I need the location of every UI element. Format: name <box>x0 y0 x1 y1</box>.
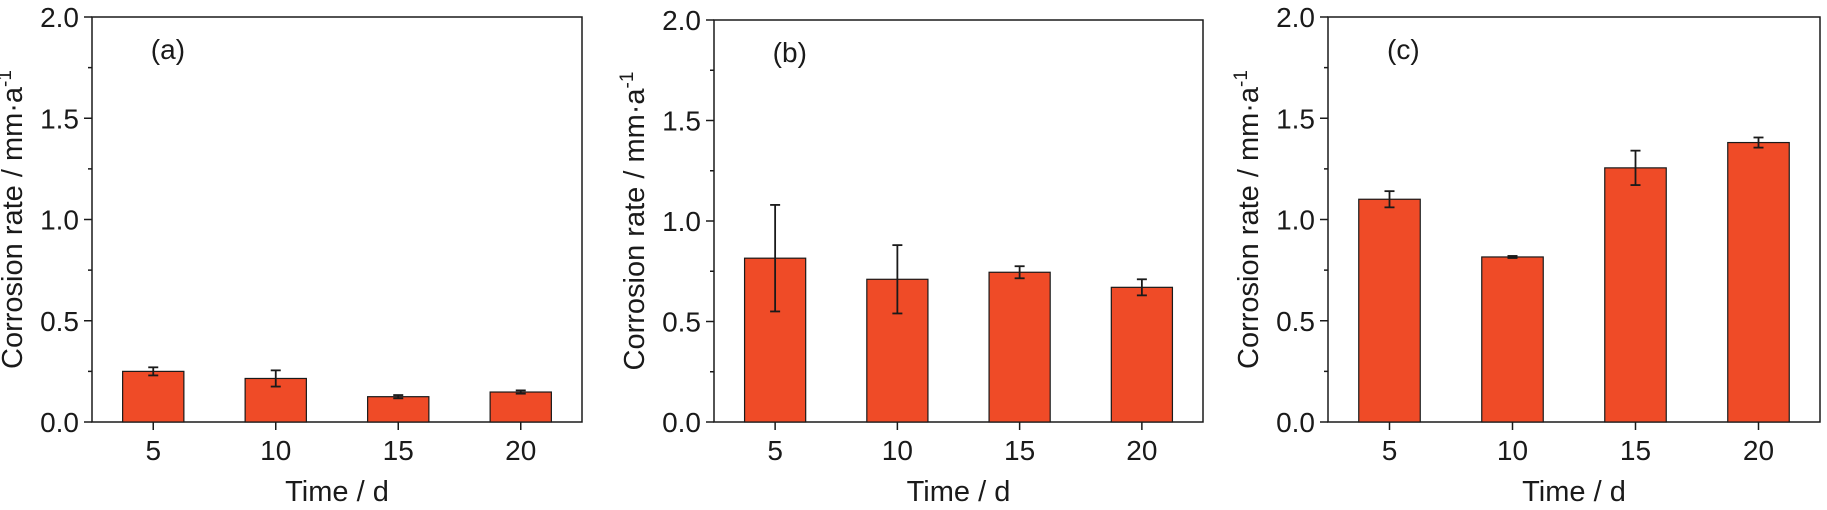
y-axis-title-text: Corrosion rate / mm·a <box>619 88 651 371</box>
y-tick-label: 1.5 <box>40 103 79 134</box>
x-tick-label: 10 <box>882 435 913 466</box>
x-axis-title: Time / d <box>285 476 389 508</box>
panel-a: 0.0 0.5 1.0 1.5 2.0 5 10 15 20 (a) Time / d Corrosi… <box>0 2 583 508</box>
x-tick-label: 20 <box>1126 435 1157 466</box>
bar <box>988 271 1051 423</box>
bar <box>122 370 185 423</box>
plot-frame <box>91 16 583 423</box>
y-tick-label: 1.0 <box>662 206 701 237</box>
x-tick-label: 15 <box>1620 435 1651 466</box>
x-axis-title: Time / d <box>1522 476 1626 508</box>
y-tick-label: 1.0 <box>1276 205 1315 236</box>
y-tick-label: 0.5 <box>40 306 79 337</box>
bar <box>1727 141 1790 423</box>
y-tick-label: 0.5 <box>662 307 701 338</box>
y-axis-title-superscript: -1 <box>1231 70 1252 87</box>
y-axis-title-superscript: -1 <box>0 70 16 87</box>
y-tick-label: 1.0 <box>40 205 79 236</box>
bar <box>244 377 307 423</box>
x-tick-label: 5 <box>1382 435 1398 466</box>
bar <box>1481 256 1544 423</box>
x-axis-title: Time / d <box>907 476 1011 508</box>
y-tick-label: 2.0 <box>40 2 79 33</box>
x-tick-label: 20 <box>505 435 536 466</box>
x-tick-label: 10 <box>260 435 291 466</box>
y-axis-title-text: Corrosion rate / mm·a <box>0 86 29 369</box>
y-tick-label: 0.0 <box>40 407 79 438</box>
y-axis-title-superscript: -1 <box>617 72 638 89</box>
panel-c: 0.0 0.5 1.0 1.5 2.0 5 10 15 20 (c) Time / d Corrosi… <box>1231 2 1821 508</box>
bar <box>367 396 430 423</box>
y-tick-label: 0.5 <box>1276 306 1315 337</box>
y-tick-label: 1.5 <box>662 106 701 137</box>
y-axis-title: Corrosion rate / mm·a-1 <box>1231 70 1265 369</box>
x-tick-label: 10 <box>1497 435 1528 466</box>
y-axis-title-text: Corrosion rate / mm·a <box>1233 86 1265 369</box>
x-tick-label: 15 <box>383 435 414 466</box>
x-tick-label: 5 <box>767 435 783 466</box>
x-tick-label: 5 <box>145 435 161 466</box>
panel-label: (c) <box>1387 34 1420 65</box>
x-tick-label: 15 <box>1004 435 1035 466</box>
bar <box>1110 286 1174 423</box>
bar <box>1604 167 1667 423</box>
y-tick-label: 0.0 <box>1276 407 1315 438</box>
bar <box>489 391 552 423</box>
y-tick-label: 0.0 <box>662 407 701 438</box>
y-axis-title: Corrosion rate / mm·a-1 <box>0 70 29 369</box>
y-tick-label: 2.0 <box>1276 2 1315 33</box>
y-tick-label: 2.0 <box>662 5 701 36</box>
bar <box>1358 198 1421 423</box>
y-tick-label: 1.5 <box>1276 103 1315 134</box>
panel-label: (b) <box>773 37 807 68</box>
panel-b: 0.0 0.5 1.0 1.5 2.0 5 10 15 20 (b) Time / d Corrosi… <box>617 5 1204 508</box>
x-tick-label: 20 <box>1743 435 1774 466</box>
panel-label: (a) <box>151 34 185 65</box>
y-axis-title: Corrosion rate / mm·a-1 <box>617 72 651 371</box>
